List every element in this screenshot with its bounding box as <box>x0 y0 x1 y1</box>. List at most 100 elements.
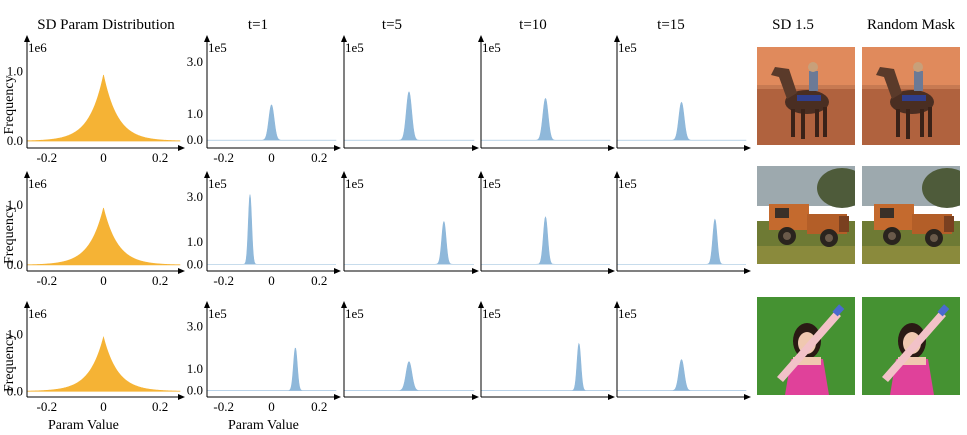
histogram-r2-c2: 1e5 <box>341 301 479 400</box>
x-tick-label: -0.2 <box>213 399 234 414</box>
histogram-r2-c3: 1e5 <box>478 301 615 400</box>
y-tick-label: 0.0 <box>7 133 23 148</box>
x-axis-arrow-icon <box>744 268 751 274</box>
y-axis-arrow-icon <box>204 171 210 178</box>
distribution-area-r0-c3 <box>480 97 611 141</box>
y-multiplier-label: 1e5 <box>345 306 364 321</box>
x-tick-label: 0 <box>100 399 107 414</box>
y-axis-arrow-icon <box>24 171 30 178</box>
y-multiplier-label: 1e5 <box>345 176 364 191</box>
y-axis-arrow-icon <box>614 171 620 178</box>
x-tick-label: 0.2 <box>152 273 168 288</box>
x-tick-label: -0.2 <box>37 399 58 414</box>
y-axis-arrow-icon <box>204 35 210 42</box>
x-axis-arrow-icon <box>472 268 479 274</box>
distribution-area-r1-c4 <box>617 218 746 265</box>
x-axis-arrow-icon <box>608 145 615 151</box>
generated-image-r0-random-mask <box>862 47 960 145</box>
histogram-r1-c3: 1e5 <box>478 171 615 274</box>
y-tick-label: 3.0 <box>187 189 203 204</box>
y-multiplier-label: 1e5 <box>482 176 501 191</box>
distribution-area-r1-c1 <box>207 194 336 265</box>
y-multiplier-label: 1e5 <box>618 306 637 321</box>
header-t10: t=10 <box>519 17 547 33</box>
y-axis-arrow-icon <box>478 301 484 308</box>
x-tick-label: -0.2 <box>213 150 234 165</box>
distribution-area-r2-c3 <box>480 342 611 391</box>
y-multiplier-label: 1e5 <box>208 40 227 55</box>
distribution-area-r2-c2 <box>343 361 475 391</box>
x-tick-label: 0.2 <box>152 399 168 414</box>
header-t5: t=5 <box>382 17 402 33</box>
y-multiplier-label: 1e5 <box>482 306 501 321</box>
y-axis-arrow-icon <box>478 171 484 178</box>
generated-image-r2-random-mask <box>862 297 960 395</box>
y-axis-arrow-icon <box>478 35 484 42</box>
y-tick-label: 1.0 <box>187 234 203 249</box>
x-axis-arrow-icon <box>472 145 479 151</box>
header-random-mask: Random Mask <box>867 17 955 33</box>
generated-image-r0-sd15 <box>757 47 855 145</box>
y-multiplier-label: 1e5 <box>208 306 227 321</box>
x-tick-label: 0 <box>268 273 275 288</box>
y-tick-label: 0.0 <box>187 256 203 271</box>
histogram-r1-c1: 1e5 0.0 1.0 3.0 -0.2 0 0.2 <box>187 171 341 288</box>
distribution-area-r2-c4 <box>616 359 747 391</box>
y-axis-arrow-icon <box>341 171 347 178</box>
x-tick-label: 0 <box>268 399 275 414</box>
y-tick-label: 0.0 <box>187 132 203 147</box>
x-tick-label: 0 <box>100 150 107 165</box>
histogram-r0-c3: 1e5 <box>478 35 615 151</box>
y-multiplier-label: 1e5 <box>618 40 637 55</box>
histogram-grid: 1e6 0.0 1.0 -0.2 0 0.2 Frequency 1e5 0.0 1.0 3.0 -0… <box>2 35 751 433</box>
y-axis-arrow-icon <box>341 301 347 308</box>
x-tick-label: -0.2 <box>37 150 58 165</box>
y-tick-label: 1.0 <box>187 361 203 376</box>
histogram-r1-c4: 1e5 <box>614 171 751 274</box>
y-tick-label: 1.0 <box>7 63 23 78</box>
header-sd15: SD 1.5 <box>772 17 814 33</box>
histogram-r2-c4: 1e5 <box>614 301 751 400</box>
y-tick-label: 1.0 <box>187 106 203 121</box>
y-axis-arrow-icon <box>204 301 210 308</box>
distribution-area-r2-c0 <box>26 335 181 392</box>
y-multiplier-label: 1e5 <box>208 176 227 191</box>
y-axis-arrow-icon <box>24 301 30 308</box>
y-axis-arrow-icon <box>614 301 620 308</box>
x-tick-label: -0.2 <box>213 273 234 288</box>
y-axis-arrow-icon <box>341 35 347 42</box>
histogram-r0-c0: 1e6 0.0 1.0 -0.2 0 0.2 Frequency <box>2 35 185 165</box>
y-multiplier-label: 1e5 <box>345 40 364 55</box>
x-axis-arrow-icon <box>178 145 185 151</box>
y-axis-label: Frequency <box>2 205 17 264</box>
x-axis-arrow-icon <box>334 394 341 400</box>
y-multiplier-label: 1e6 <box>28 40 47 55</box>
y-multiplier-label: 1e5 <box>618 176 637 191</box>
distribution-area-r2-c1 <box>206 347 337 391</box>
x-axis-arrow-icon <box>334 145 341 151</box>
y-axis-label: Frequency <box>2 333 17 392</box>
distribution-area-r1-c2 <box>344 221 474 265</box>
y-tick-label: 1.0 <box>7 326 23 341</box>
histogram-r0-c4: 1e5 <box>614 35 751 151</box>
histogram-r2-c1: 1e5 0.0 1.0 3.0 -0.2 0 0.2 Param Value <box>187 301 341 433</box>
y-tick-label: 0.0 <box>187 383 203 398</box>
y-tick-label: 0.0 <box>7 383 23 398</box>
x-tick-label: 0 <box>100 273 107 288</box>
distribution-area-r0-c4 <box>616 101 747 141</box>
x-tick-label: 0.2 <box>311 273 327 288</box>
histogram-r0-c1: 1e5 0.0 1.0 3.0 -0.2 0 0.2 <box>187 35 341 165</box>
histogram-r1-c2: 1e5 <box>341 171 479 274</box>
y-multiplier-label: 1e6 <box>28 306 47 321</box>
generated-image-r2-sd15 <box>757 297 855 395</box>
distribution-area-r0-c2 <box>343 91 475 141</box>
histogram-r1-c0: 1e6 0.0 1.0 -0.2 0 0.2 Frequency <box>2 171 185 288</box>
x-axis-arrow-icon <box>744 394 751 400</box>
header-t15: t=15 <box>657 17 685 33</box>
generated-image-r1-random-mask <box>862 166 960 264</box>
generated-image-r1-sd15 <box>757 166 855 264</box>
x-tick-label: 0.2 <box>311 399 327 414</box>
x-axis-label: Param Value <box>48 418 119 433</box>
y-tick-label: 1.0 <box>7 197 23 212</box>
